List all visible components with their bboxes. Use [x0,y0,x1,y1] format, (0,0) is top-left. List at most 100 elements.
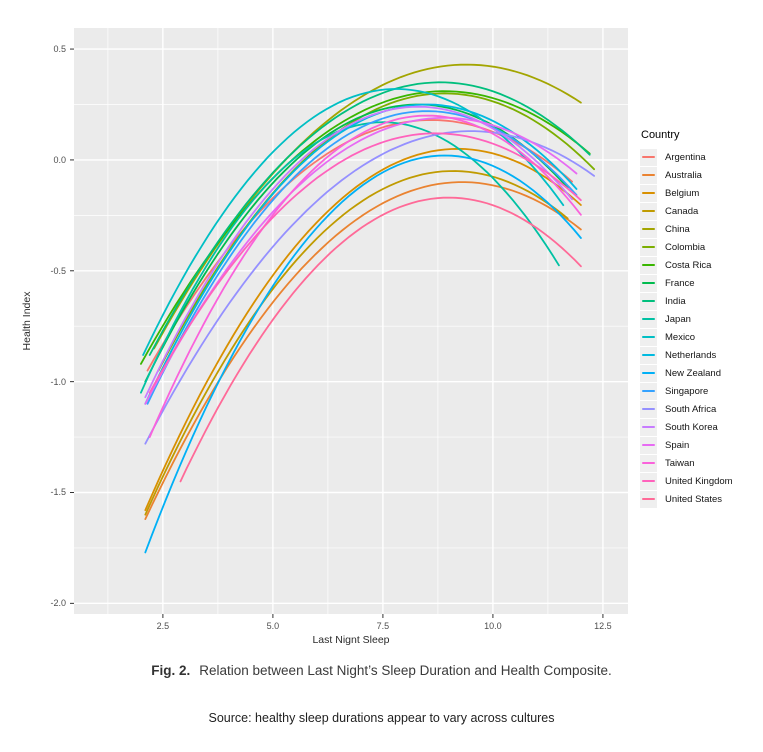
legend: Country Argentina Australia Belgium Canada C… [640,129,733,508]
legend-item-united-kingdom: United Kingdom [640,472,733,490]
legend-label: Japan [665,313,691,325]
y-tick-label: -0.5 [50,265,66,276]
legend-line-sample [642,498,655,500]
legend-item-australia: Australia [640,166,733,184]
legend-line-sample [642,372,655,374]
source-note: Source: healthy sleep durations appear t… [208,711,555,725]
legend-key-swatch [640,454,657,472]
curve-france [144,103,569,383]
legend-item-mexico: Mexico [640,328,733,346]
legend-label: Mexico [665,331,696,343]
legend-label: New Zealand [665,367,721,379]
legend-key-swatch [640,472,657,490]
y-tick-label: 0.0 [53,154,66,165]
legend-line-sample [642,156,655,158]
legend-item-belgium: Belgium [640,184,733,202]
caption-text: Relation between Last Night’s Sleep Dura… [199,663,612,678]
legend-key-swatch [640,346,657,364]
legend-line-sample [642,192,655,194]
legend-label: Argentina [665,151,706,163]
legend-line-sample [642,390,655,392]
legend-item-taiwan: Taiwan [640,454,733,472]
curve-netherlands [144,103,578,405]
legend-key-swatch [640,436,657,454]
y-tick-label: 0.5 [53,44,66,55]
legend-item-india: India [640,292,733,310]
legend-label: Taiwan [665,457,695,469]
legend-label: Spain [665,439,690,451]
legend-label: Singapore [665,385,709,397]
curve-new-zealand [144,154,582,554]
legend-key-swatch [640,490,657,508]
x-tick-label: 7.5 [376,621,390,631]
x-tick-label: 12.5 [594,621,612,631]
legend-label: United States [665,493,723,505]
x-tick-label: 10.0 [484,621,502,631]
x-axis-title: Last Nignt Sleep [312,634,390,646]
legend-key-swatch [640,292,657,310]
legend-label: Colombia [665,241,706,253]
curve-united-states [179,196,582,483]
legend-label: India [665,295,686,307]
curve-south-africa [144,130,595,445]
legend-key-swatch [640,382,657,400]
legend-key-swatch [640,238,657,256]
x-tick-label: 5.0 [266,621,280,631]
legend-item-china: China [640,220,733,238]
plot-canvas [70,28,628,618]
legend-line-sample [642,228,655,230]
curve-belgium [144,147,582,512]
y-tick-label: -1.5 [50,487,66,498]
legend-key-swatch [640,220,657,238]
legend-label: South Africa [665,403,717,415]
legend-item-colombia: Colombia [640,238,733,256]
y-tick-label: -2.0 [50,598,66,609]
legend-line-sample [642,318,655,320]
legend-key-swatch [640,400,657,418]
legend-item-south-korea: South Korea [640,418,733,436]
curve-canada [144,170,569,516]
legend-item-netherlands: Netherlands [640,346,733,364]
legend-line-sample [642,480,655,482]
legend-key-swatch [640,328,657,346]
legend-item-spain: Spain [640,436,733,454]
plot-panel [74,28,628,614]
legend-item-france: France [640,274,733,292]
figure-number: Fig. 2. [151,663,191,678]
legend-line-sample [642,462,655,464]
legend-label: Netherlands [665,349,717,361]
legend-line-sample [642,300,655,302]
legend-label: Costa Rica [665,259,712,271]
legend-title: Country [641,129,680,141]
legend-line-sample [642,354,655,356]
legend-line-sample [642,336,655,338]
legend-label: Canada [665,205,699,217]
legend-item-costa-rica: Costa Rica [640,256,733,274]
legend-key-swatch [640,364,657,382]
legend-line-sample [642,174,655,176]
curve-spain [144,116,578,405]
curve-taiwan [148,114,582,438]
y-tick-label: -1.0 [50,376,66,387]
legend-line-sample [642,426,655,428]
legend-line-sample [642,408,655,410]
legend-line-sample [642,282,655,284]
legend-item-canada: Canada [640,202,733,220]
legend-key-swatch [640,310,657,328]
curve-india [148,81,591,356]
legend-line-sample [642,246,655,248]
figure-caption: Fig. 2. Relation between Last Night’s Sle… [0,663,763,678]
y-axis-title: Health Index [21,291,33,351]
legend-item-singapore: Singapore [640,382,733,400]
legend-item-argentina: Argentina [640,148,733,166]
curve-united-kingdom [148,132,582,394]
legend-key-swatch [640,148,657,166]
legend-items: Argentina Australia Belgium Canada China Colo… [640,148,733,508]
legend-label: South Korea [665,421,718,433]
sleep-health-chart: Health Index Last Nignt Sleep Country Ar… [21,28,733,646]
legend-key-swatch [640,256,657,274]
curve-south-korea [144,105,573,399]
legend-label: France [665,277,695,289]
legend-label: Australia [665,169,702,181]
